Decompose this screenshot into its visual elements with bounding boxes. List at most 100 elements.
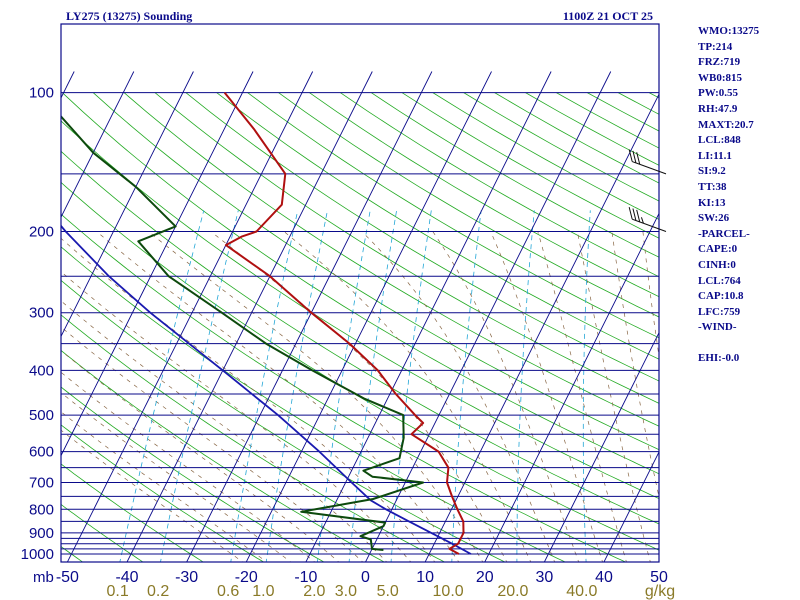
pressure-label-400: 400 (29, 362, 54, 379)
pressure-label-800: 800 (29, 501, 54, 518)
moist-adiabat (61, 237, 436, 562)
chart-frame (60, 23, 660, 563)
temperature-label: 20 (476, 569, 494, 586)
parcel-trace (61, 224, 472, 555)
isotherm (61, 71, 254, 457)
index-row: SW:26 (698, 212, 730, 225)
mixing-ratio-label: 40.0 (566, 583, 597, 600)
dry-adiabat (185, 92, 659, 382)
sounding-indices-panel: WMO:13275 TP:214 FRZ:719 WB0:815 PW:0.55 RH:4… (698, 24, 798, 367)
isotherm (424, 93, 659, 562)
index-row: LI:11.1 (698, 149, 732, 162)
mixing-ratio-line (516, 210, 535, 562)
temperature-trace (223, 91, 465, 555)
dry-adiabat (61, 463, 204, 562)
moist-adiabat (148, 231, 484, 562)
pressure-label-100: 100 (29, 85, 54, 102)
mixing-ratio-lines (119, 210, 591, 562)
pressure-label-500: 500 (29, 407, 54, 424)
moist-adiabat (490, 231, 603, 562)
index-row: TP:214 (698, 40, 733, 53)
dry-adiabat (61, 150, 659, 525)
pressure-unit-label: mb (33, 569, 54, 586)
index-row: FRZ:719 (698, 56, 741, 69)
index-row: PW:0.55 (698, 87, 739, 100)
dry-adiabat (61, 213, 627, 562)
dry-adiabat (154, 92, 659, 404)
index-row: LCL:764 (698, 274, 741, 287)
index-row: CINH:0 (698, 258, 736, 271)
mixing-ratio-line (390, 210, 432, 562)
dry-adiabat (61, 386, 325, 562)
moist-adiabat (61, 392, 292, 562)
isotherm (66, 71, 314, 562)
temperature-label: 0 (361, 569, 370, 586)
temperature-label: -10 (294, 569, 317, 586)
isotherm (126, 71, 373, 562)
plot-area (61, 71, 659, 562)
index-row: WMO:13275 (698, 25, 760, 37)
dry-adiabat (309, 92, 659, 298)
mixing-ratio-label: 5.0 (377, 583, 399, 600)
moist-adiabat (432, 231, 579, 562)
mixing-ratio-line (451, 210, 482, 562)
dry-adiabat (61, 424, 265, 562)
isotherm (603, 450, 659, 562)
isotherm (245, 71, 492, 562)
wind-barb (628, 149, 667, 175)
moist-adiabat (61, 326, 364, 562)
mixing-ratio-label: 3.0 (335, 583, 357, 600)
index-row: -PARCEL- (698, 227, 750, 240)
moist-adiabat (61, 350, 340, 562)
moist-adiabat (576, 231, 651, 562)
isotherm (543, 331, 659, 562)
dry-adiabat (216, 92, 659, 360)
pressure-label-300: 300 (29, 305, 54, 322)
moist-adiabats (61, 231, 659, 562)
mixing-ratio-label: 1.0 (252, 583, 274, 600)
mixing-ratio-label: 2.0 (303, 583, 325, 600)
mixing-ratio-line (316, 210, 371, 562)
index-row: EHI:-0.0 (698, 352, 740, 365)
index-row: CAP:10.8 (698, 290, 744, 303)
temperature-label: 50 (650, 569, 668, 586)
index-row: TT:38 (698, 180, 727, 193)
mixing-ratio-line (265, 210, 328, 562)
dry-adiabat (61, 279, 506, 562)
isotherm (484, 212, 659, 562)
mixing-ratio-unit-label: g/kg (645, 583, 675, 600)
pressure-label-700: 700 (29, 475, 54, 492)
temperature-label: 40 (595, 569, 613, 586)
pressure-label-200: 200 (29, 223, 54, 240)
isotherm (186, 71, 433, 562)
wind-barb (628, 207, 667, 232)
index-row: RH:47.9 (698, 102, 738, 115)
moist-adiabat (61, 271, 412, 562)
pressure-label-1000: 1000 (21, 546, 54, 563)
dry-adiabat (61, 314, 446, 562)
temperature-label: 30 (535, 569, 553, 586)
index-row: MAXT:20.7 (698, 118, 754, 131)
index-row: -WIND- (698, 321, 737, 334)
index-row: WB0:815 (698, 71, 742, 84)
temperature-label: 10 (416, 569, 434, 586)
isotherm (305, 71, 552, 562)
temperature-label: -20 (235, 569, 258, 586)
temperature-label: -40 (115, 569, 138, 586)
dry-adiabat (61, 503, 144, 562)
mixing-ratio-line (230, 210, 299, 562)
moist-adiabat (61, 300, 388, 562)
index-row: KI:13 (698, 196, 726, 209)
pressure-label-900: 900 (29, 525, 54, 542)
mixing-ratio-line (119, 210, 205, 562)
moist-adiabat (61, 371, 316, 562)
temperature-label: -30 (175, 569, 198, 586)
dry-adiabat (92, 92, 659, 451)
dry-adiabat (247, 92, 659, 339)
moist-adiabat (283, 231, 532, 562)
temperature-label: -50 (56, 569, 79, 586)
mixing-ratio-line (160, 210, 239, 562)
pressure-label-600: 600 (29, 444, 54, 461)
